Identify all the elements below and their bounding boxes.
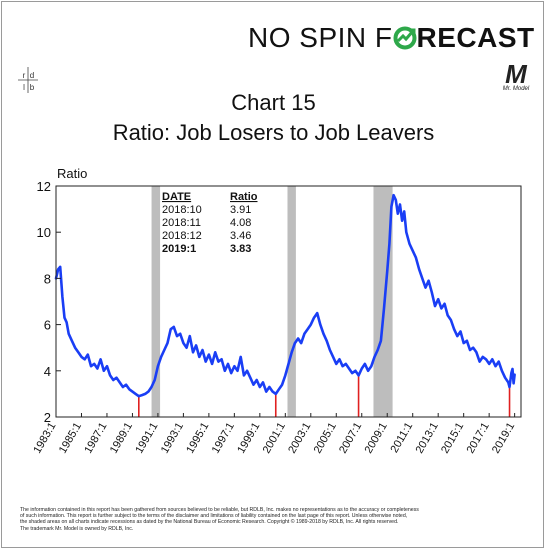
table-cell: 3.91 bbox=[230, 204, 251, 216]
svg-text:r: r bbox=[23, 71, 26, 80]
chart-title: Chart 15 bbox=[231, 90, 316, 115]
y-tick-label: 10 bbox=[37, 225, 51, 240]
table-header: Ratio bbox=[230, 191, 258, 203]
y-tick-label: 4 bbox=[44, 364, 51, 379]
brand-part2: RECAST bbox=[416, 22, 535, 53]
x-tick-label: 2015:1 bbox=[439, 421, 466, 456]
x-tick-label: 2009:1 bbox=[363, 421, 390, 456]
x-tick-label: 1991:1 bbox=[133, 421, 160, 456]
disclaimer-line: the shaded areas on all charts indicate … bbox=[20, 519, 399, 526]
table-cell: 2018:10 bbox=[162, 204, 202, 216]
x-tick-label: 2017:1 bbox=[465, 421, 492, 456]
disclaimer: The information contained in this report… bbox=[20, 507, 530, 532]
y-tick-label: 6 bbox=[44, 318, 51, 333]
x-tick-label: 2019:1 bbox=[490, 421, 517, 456]
chart-subtitle: Ratio: Job Losers to Job Leavers bbox=[112, 120, 435, 145]
recession-band bbox=[151, 186, 161, 417]
y-axis-label: Ratio bbox=[57, 166, 87, 181]
x-tick-label: 1997:1 bbox=[210, 421, 237, 456]
x-tick-label: 2003:1 bbox=[286, 421, 313, 456]
x-tick-label: 2007:1 bbox=[337, 421, 364, 456]
disclaimer-line: of such information. This report is furt… bbox=[20, 513, 408, 520]
plot-area-border bbox=[55, 185, 522, 418]
table-header: DATE bbox=[162, 191, 191, 203]
x-tick-label: 1993:1 bbox=[159, 421, 186, 456]
table-cell: 4.08 bbox=[230, 217, 251, 229]
brand-o-icon bbox=[393, 25, 417, 50]
table-cell: 2018:11 bbox=[162, 217, 201, 229]
svg-text:l: l bbox=[23, 83, 25, 92]
series-line-ratio bbox=[54, 193, 516, 398]
table-cell: 2018:12 bbox=[162, 230, 202, 242]
table-cell: 3.46 bbox=[230, 230, 251, 242]
y-tick-label: 2 bbox=[44, 410, 51, 425]
mr-model-caption: Mr. Model bbox=[502, 86, 530, 92]
x-tick-label: 2005:1 bbox=[312, 421, 339, 456]
recession-band bbox=[373, 186, 393, 417]
x-tick-label: 1983:1 bbox=[31, 421, 58, 456]
x-tick-label: 1987:1 bbox=[82, 421, 109, 456]
table-cell: 3.83 bbox=[230, 243, 251, 255]
mr-model-letter: M bbox=[505, 59, 527, 89]
x-tick-label: 2001:1 bbox=[261, 421, 288, 456]
svg-text:d: d bbox=[30, 71, 34, 80]
svg-text:b: b bbox=[30, 83, 35, 92]
x-tick-label: 1985:1 bbox=[57, 421, 84, 456]
x-tick-label: 1995:1 bbox=[184, 421, 211, 456]
brand-part1: NO SPIN F bbox=[248, 22, 393, 53]
disclaimer-line: The trademark Mr. Model is owned by RDLB… bbox=[20, 525, 134, 532]
rdlb-logo-icon: r d l b bbox=[18, 67, 38, 93]
y-tick-label: 12 bbox=[37, 179, 51, 194]
x-tick-label: 2011:1 bbox=[389, 421, 416, 455]
disclaimer-line: The information contained in this report… bbox=[20, 507, 419, 513]
brand-wordmark: NO SPIN F RECAST bbox=[248, 22, 535, 54]
mr-model-logo: M Mr. Model bbox=[496, 59, 536, 94]
latest-values-table: DATE Ratio 2018:10 3.91 2018:11 4.08 2018:12 3.… bbox=[162, 191, 258, 255]
x-tick-label: 2013:1 bbox=[414, 421, 441, 456]
y-tick-label: 8 bbox=[44, 271, 51, 286]
recession-band bbox=[287, 186, 296, 417]
x-tick-label: 1989:1 bbox=[108, 421, 135, 456]
x-tick-label: 1999:1 bbox=[235, 421, 262, 456]
table-cell: 2019:1 bbox=[162, 243, 196, 255]
